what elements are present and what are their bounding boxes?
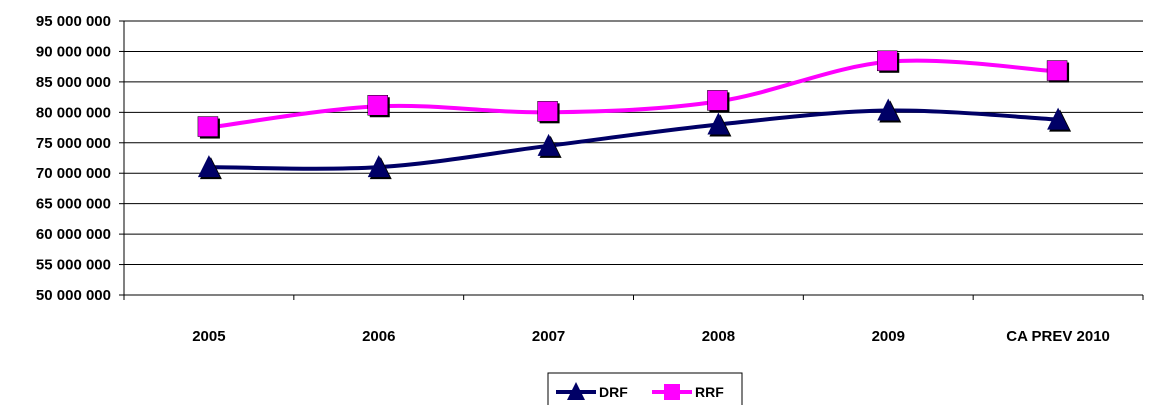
y-tick-label: 55 000 000 xyxy=(36,257,111,274)
y-tick-label: 70 000 000 xyxy=(36,165,111,182)
data-point-drf xyxy=(707,112,732,137)
y-tick-label: 50 000 000 xyxy=(36,287,111,304)
legend-label: DRF xyxy=(599,384,628,400)
legend-item-rrf: RRF xyxy=(652,384,724,400)
legend: DRF RRF xyxy=(547,372,743,405)
data-point-rrf xyxy=(877,50,900,73)
data-point-rrf xyxy=(197,116,220,139)
x-tick-label: 2007 xyxy=(532,328,565,345)
y-tick-label: 75 000 000 xyxy=(36,135,111,152)
x-tick-label: 2008 xyxy=(702,328,735,345)
data-point-rrf xyxy=(707,90,730,113)
x-tick-label: CA PREV 2010 xyxy=(1006,328,1110,345)
series-line-rrf xyxy=(208,58,1059,130)
data-point-rrf xyxy=(1046,60,1070,83)
data-point-drf xyxy=(877,98,902,123)
series-drf xyxy=(197,98,1072,180)
y-tick-label: 90 000 000 xyxy=(36,43,111,60)
series-layer xyxy=(197,50,1072,180)
x-axis-tick-labels: 2005 2006 2007 2008 2009 CA PREV 2010 xyxy=(123,295,1144,345)
legend-marker xyxy=(664,384,680,400)
y-axis-tick-labels: 95 000 000 90 000 000 85 000 000 80 000 000… xyxy=(36,13,111,304)
y-tick-label: 85 000 000 xyxy=(36,74,111,91)
legend-item-drf: DRF xyxy=(556,382,628,400)
x-tick-label: 2006 xyxy=(362,328,395,345)
y-tick-label: 60 000 000 xyxy=(36,226,111,243)
y-tick-label: 65 000 000 xyxy=(36,196,111,213)
series-rrf xyxy=(197,50,1070,139)
y-tick-label: 80 000 000 xyxy=(36,104,111,121)
data-point-drf xyxy=(197,155,222,180)
data-point-drf xyxy=(367,155,392,180)
series-line-drf xyxy=(208,108,1059,171)
legend-marker xyxy=(567,382,585,400)
data-point-rrf xyxy=(367,94,390,118)
y-tick-label: 95 000 000 xyxy=(36,13,111,30)
x-tick-label: 2005 xyxy=(192,328,225,345)
data-point-rrf xyxy=(537,101,560,124)
x-tick-label: 2009 xyxy=(872,328,905,345)
gridlines xyxy=(119,20,1143,296)
data-point-drf xyxy=(537,133,562,158)
legend-label: RRF xyxy=(695,384,724,400)
data-point-drf xyxy=(1047,107,1072,132)
